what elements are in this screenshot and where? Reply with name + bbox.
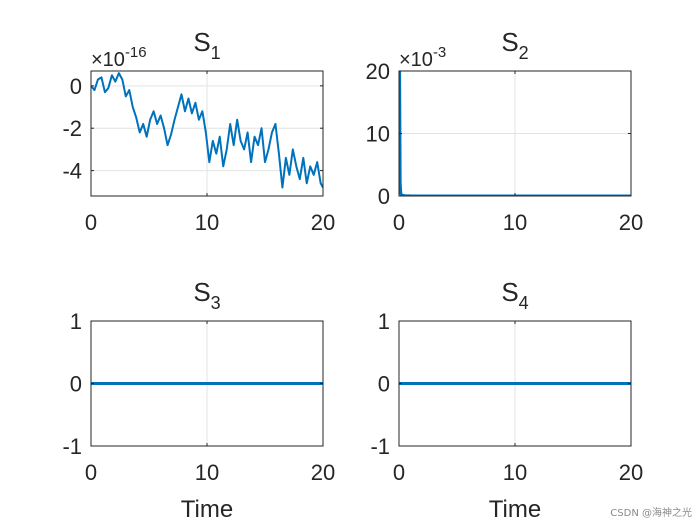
axis-exponent: ×10-16 [91, 44, 147, 71]
y-tick-label: 20 [366, 59, 390, 84]
x-tick-label: 0 [85, 210, 97, 235]
y-tick-label: -2 [62, 116, 82, 141]
x-tick-label: 20 [619, 460, 643, 485]
x-tick-label: 10 [503, 210, 527, 235]
title-main: S [193, 277, 210, 307]
y-tick-label: 0 [70, 372, 82, 397]
title-main: S [501, 277, 518, 307]
y-tick-label: -4 [62, 159, 82, 184]
exponent-base: ×10 [91, 49, 125, 71]
x-tick-label: 0 [393, 210, 405, 235]
subplot-2: 0 10 20 20 10 0 S2 ×10-3 [366, 27, 644, 235]
title-subscript: 1 [211, 43, 221, 63]
title-subscript: 3 [211, 293, 221, 313]
title-subscript: 4 [519, 293, 529, 313]
x-tick-label: 20 [311, 460, 335, 485]
x-axis-label: Time [181, 496, 233, 523]
x-tick-label: 20 [619, 210, 643, 235]
x-tick-label: 10 [503, 460, 527, 485]
y-tick-label: 1 [378, 309, 390, 334]
y-tick-label: -1 [62, 434, 82, 459]
y-tick-label: 0 [378, 184, 390, 209]
watermark-text: CSDN @海神之光 [610, 508, 692, 519]
x-tick-label: 10 [195, 460, 219, 485]
subplot-1: 0 10 20 0 -2 -4 S1 ×10-16 [62, 27, 335, 235]
exponent-base: ×10 [399, 49, 433, 71]
x-tick-label: 20 [311, 210, 335, 235]
y-tick-label: 0 [378, 372, 390, 397]
axis-exponent: ×10-3 [399, 44, 446, 71]
x-tick-label: 0 [85, 460, 97, 485]
subplot-title: S4 [501, 277, 528, 313]
title-main: S [501, 27, 518, 57]
title-main: S [193, 27, 210, 57]
subplot-title: S3 [193, 277, 220, 313]
y-tick-label: 10 [366, 122, 390, 147]
title-subscript: 2 [519, 43, 529, 63]
y-tick-label: -1 [370, 434, 390, 459]
subplot-title: S2 [501, 27, 528, 63]
x-axis-label: Time [489, 496, 541, 523]
x-tick-label: 0 [393, 460, 405, 485]
x-tick-label: 10 [195, 210, 219, 235]
series-line [91, 72, 323, 189]
exponent-power: -16 [125, 44, 147, 61]
y-tick-label: 1 [70, 309, 82, 334]
exponent-power: -3 [433, 44, 446, 61]
y-tick-label: 0 [70, 74, 82, 99]
subplot-title: S1 [193, 27, 220, 63]
